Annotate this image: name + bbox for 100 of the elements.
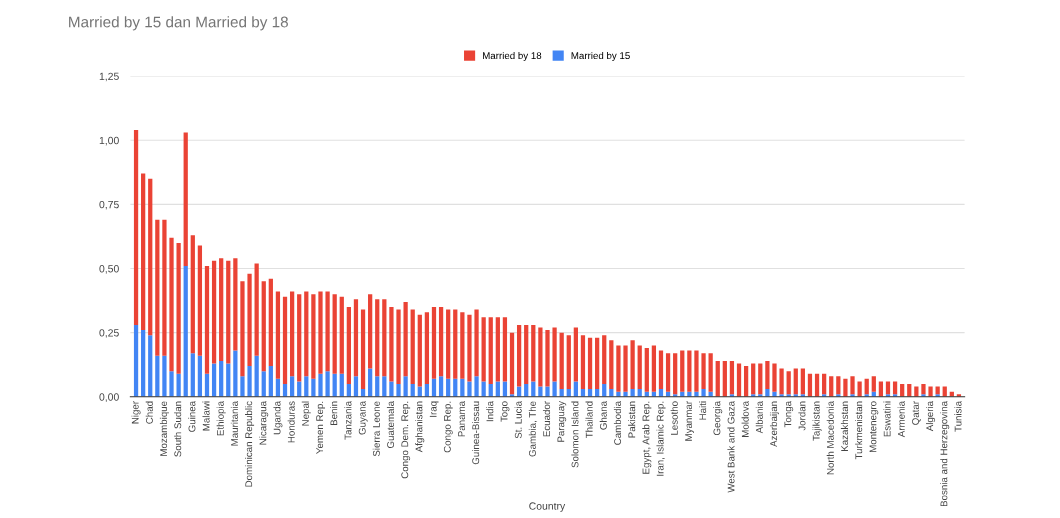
x-tick-label: Congo Rep. [443, 401, 453, 453]
bar [658, 350, 664, 390]
bar [346, 307, 351, 384]
x-tick-label: Malawi [202, 401, 210, 431]
x-tick-label: Benin [330, 401, 338, 426]
bar [190, 235, 195, 354]
bar [921, 383, 926, 395]
x-tick-label: Nepal [301, 401, 311, 426]
bar [609, 340, 614, 390]
bar [495, 381, 500, 397]
x-tick-label: Ecuador [542, 401, 551, 437]
x-tick-label: Montenegro [869, 401, 879, 453]
bar [325, 291, 330, 372]
x-tick-label: Georgia [713, 400, 723, 436]
bar [892, 381, 898, 395]
bar [204, 265, 210, 374]
bar [360, 309, 366, 390]
bar [793, 368, 798, 395]
bar [268, 278, 273, 367]
bar [389, 307, 394, 382]
bar [495, 317, 500, 382]
bar [623, 345, 628, 392]
bar [368, 368, 373, 397]
bar [155, 355, 160, 397]
bar [389, 381, 394, 397]
bar [438, 376, 444, 397]
bar [580, 335, 586, 390]
bar [878, 381, 884, 397]
x-tick-label: Yemen Rep. [316, 401, 326, 454]
bar [304, 376, 309, 397]
bar [701, 389, 706, 397]
bar [885, 381, 891, 395]
y-tick-label: 1,00 [99, 136, 119, 146]
bar [850, 394, 855, 397]
x-tick-label: Azerbaijan [769, 401, 780, 447]
bar [403, 301, 408, 377]
x-tick-label: Solomon Island [571, 401, 579, 468]
bar [474, 309, 479, 377]
bar [708, 353, 713, 392]
bar [481, 317, 486, 382]
bar [587, 337, 593, 390]
x-tick-label: Dominican Republic [245, 401, 255, 487]
bar [233, 258, 238, 351]
bar [687, 350, 692, 392]
bar [616, 345, 621, 392]
bar [843, 378, 848, 397]
bar [765, 360, 770, 390]
legend-label: Married by 15 [571, 51, 630, 61]
y-tick-label: 0,00 [99, 393, 119, 402]
bar [176, 373, 181, 397]
x-tick-label: Guatemala [386, 400, 395, 449]
x-tick-label: South Sudan [174, 401, 182, 457]
x-tick-label: India [486, 400, 494, 422]
bar [509, 332, 515, 395]
bar [779, 368, 784, 395]
bar [162, 219, 167, 356]
x-tick-label: Uganda [273, 400, 283, 435]
bar [524, 324, 529, 384]
bar [297, 381, 302, 397]
bar [616, 391, 621, 397]
x-tick-label: Egypt, Arab Rep. [642, 401, 652, 474]
bar [651, 345, 657, 392]
x-tick-label: Iraq [429, 401, 439, 417]
bar [133, 324, 139, 397]
bar [573, 381, 578, 397]
bar [772, 391, 777, 397]
bar [573, 327, 578, 382]
bar [566, 335, 571, 390]
x-tick-label: Turkmenistan [855, 401, 863, 460]
bar [729, 360, 735, 395]
x-tick-label: Jordan [798, 401, 806, 431]
x-tick-label: Chad [145, 401, 153, 424]
x-tick-label: Tunisia [954, 400, 962, 432]
bar [240, 281, 245, 377]
x-tick-label: Tanzania [344, 400, 352, 440]
bar [531, 324, 536, 382]
bar [850, 376, 855, 395]
bar [552, 381, 557, 397]
x-axis-title: Country [529, 502, 566, 512]
bar [502, 317, 508, 382]
bar [474, 376, 479, 397]
bar [204, 373, 210, 397]
bar [318, 373, 323, 397]
x-tick-label: Mozambique [159, 401, 169, 456]
bar [623, 391, 628, 397]
bar [183, 132, 188, 266]
bar [928, 386, 933, 397]
bar [701, 353, 706, 390]
bar [871, 376, 876, 392]
bar [254, 263, 259, 356]
x-tick-label: Thailand [585, 401, 593, 439]
bar [197, 355, 203, 397]
bar [403, 376, 408, 397]
bar [339, 373, 344, 397]
bar [694, 350, 699, 392]
bar [226, 260, 231, 364]
x-tick-label: Armenia [897, 400, 905, 438]
bar [353, 299, 359, 377]
bar [467, 381, 472, 397]
x-tick-label: Guyana [358, 400, 368, 435]
